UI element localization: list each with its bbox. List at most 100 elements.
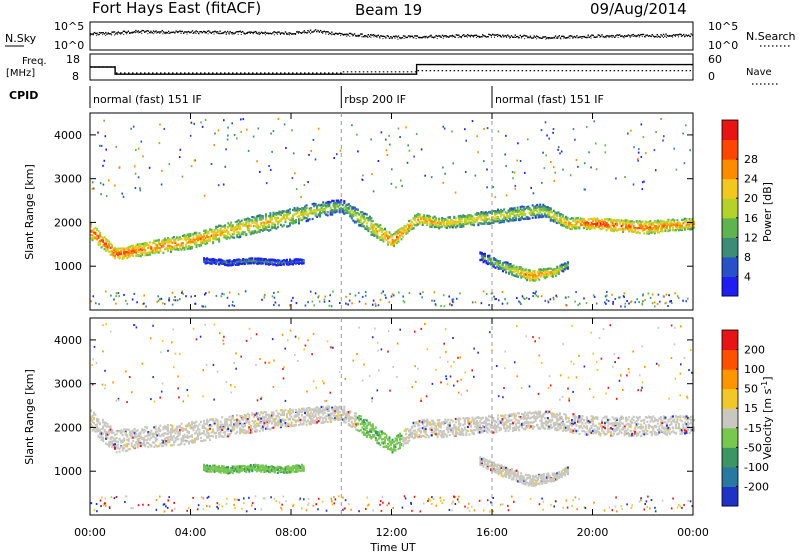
- freq-label: Freq.: [22, 56, 47, 67]
- scatter-point: [233, 228, 236, 231]
- scatter-point: [509, 209, 512, 212]
- nsearch-point: [216, 32, 218, 34]
- nsearch-point: [370, 37, 372, 39]
- scatter-point: [465, 221, 468, 224]
- scatter-point: [566, 216, 569, 219]
- scatter-point: [613, 229, 616, 232]
- scatter-point: [620, 224, 623, 228]
- scatter-point: [279, 223, 282, 226]
- nsearch-point: [687, 35, 688, 37]
- nsky-point: [139, 31, 141, 33]
- scatter-point: [216, 259, 219, 262]
- scatter-point: [374, 228, 377, 231]
- scatter-point: [284, 259, 287, 262]
- scatter-point: [435, 225, 438, 228]
- scatter-point: [667, 223, 670, 226]
- scatter-point: [633, 146, 635, 149]
- scatter-point: [200, 240, 202, 243]
- scatter-point: [377, 229, 380, 232]
- nsky-point: [595, 36, 597, 38]
- nsearch-point: [575, 37, 577, 39]
- scatter-point: [426, 220, 429, 223]
- scatter-point: [169, 240, 172, 243]
- scatter-point: [396, 238, 398, 241]
- scatter-point: [225, 264, 228, 267]
- scatter-point: [347, 206, 350, 209]
- scatter-point: [430, 221, 433, 224]
- nsky-point: [228, 32, 230, 34]
- scatter-point: [521, 271, 524, 274]
- scatter-point: [249, 219, 252, 222]
- scatter-point: [191, 240, 193, 244]
- scatter-point: [108, 179, 110, 182]
- scatter-point: [382, 236, 385, 239]
- scatter-point: [319, 212, 322, 215]
- scatter-point: [512, 264, 515, 267]
- scatter-point: [406, 227, 409, 230]
- scatter-point: [405, 229, 408, 232]
- scatter-point: [293, 213, 296, 216]
- scatter-point: [573, 227, 576, 230]
- scatter-point: [546, 208, 549, 211]
- nsky-point: [436, 35, 439, 37]
- nsearch-point: [322, 32, 324, 34]
- scatter-point: [171, 245, 174, 248]
- scatter-point: [252, 221, 255, 224]
- nsky-point: [404, 35, 406, 37]
- scatter-point: [145, 305, 147, 308]
- scatter-point: [518, 218, 521, 221]
- scatter-point: [198, 238, 201, 241]
- scatter-point: [682, 221, 685, 225]
- nsky-point: [233, 33, 235, 35]
- nsky-point: [223, 31, 225, 34]
- scatter-point: [172, 246, 175, 249]
- scatter-point: [513, 206, 516, 210]
- scatter-point: [559, 152, 561, 155]
- scatter-point: [399, 136, 401, 138]
- scatter-point: [524, 297, 526, 300]
- scatter-point: [514, 270, 517, 273]
- scatter-point: [148, 241, 151, 244]
- scatter-point: [105, 290, 107, 293]
- scatter-point: [625, 225, 628, 228]
- scatter-point: [292, 214, 294, 217]
- scatter-point: [477, 223, 480, 227]
- scatter-point: [485, 211, 487, 214]
- scatter-point: [547, 301, 550, 304]
- scatter-point: [456, 225, 459, 228]
- scatter-point: [500, 215, 502, 218]
- scatter-point: [169, 239, 172, 242]
- scatter-point: [138, 245, 141, 248]
- scatter-point: [289, 208, 291, 211]
- scatter-point: [557, 272, 560, 275]
- nsky-point: [679, 33, 681, 35]
- scatter-point: [579, 224, 582, 227]
- scatter-point: [218, 224, 221, 227]
- scatter-point: [676, 219, 679, 222]
- nsky-point: [625, 35, 627, 37]
- scatter-point: [356, 208, 359, 212]
- velocity-scatter: [90, 323, 695, 513]
- scatter-point: [114, 257, 117, 260]
- scatter-point: [242, 230, 245, 234]
- scatter-point: [482, 253, 485, 256]
- scatter-point: [264, 222, 267, 225]
- scatter-point: [277, 117, 280, 120]
- scatter-point: [394, 231, 397, 234]
- scatter-point: [536, 210, 539, 213]
- scatter-point: [527, 273, 530, 276]
- scatter-point: [500, 267, 503, 270]
- scatter-point: [380, 292, 383, 295]
- scatter-point: [659, 223, 662, 226]
- nsky-point: [105, 31, 107, 34]
- scatter-point: [511, 271, 514, 274]
- scatter-point: [550, 161, 552, 163]
- scatter-point: [249, 231, 252, 234]
- scatter-point: [219, 234, 222, 237]
- scatter-point: [207, 239, 210, 242]
- scatter-point: [261, 226, 264, 229]
- nsky-point: [213, 31, 215, 33]
- scatter-point: [133, 246, 136, 249]
- scatter-point: [519, 160, 522, 162]
- nsky-point: [272, 32, 274, 34]
